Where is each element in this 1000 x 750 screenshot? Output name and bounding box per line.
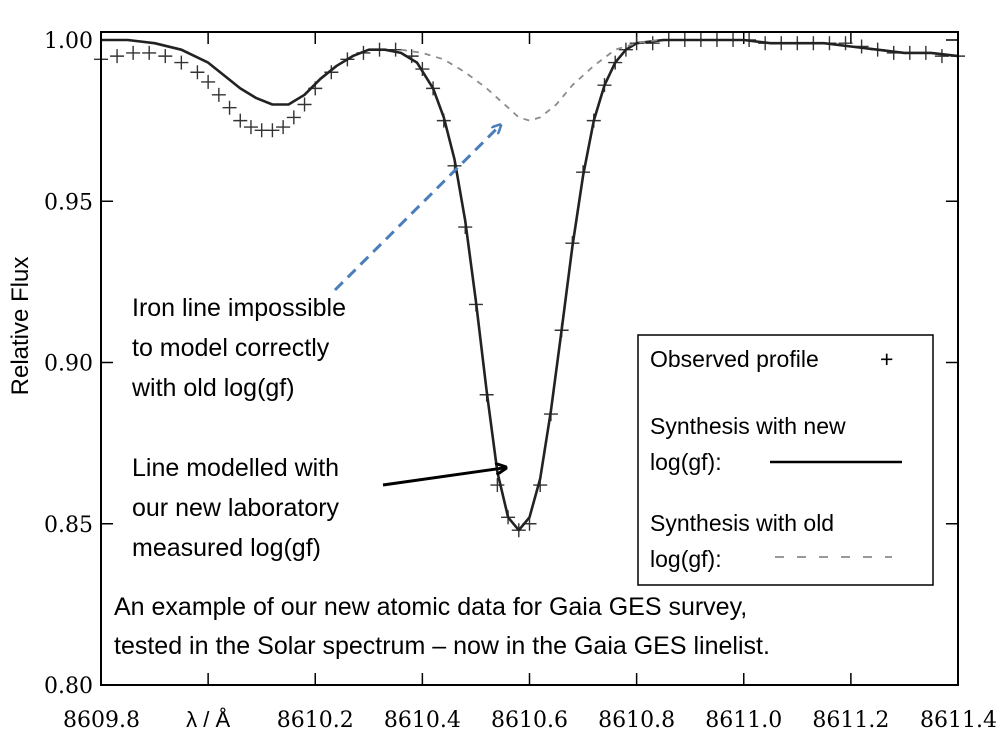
observed-point <box>297 97 312 112</box>
legend-new-label-1: Synthesis with new <box>650 413 846 439</box>
y-axis-label: Relative Flux <box>7 257 34 396</box>
observed-point <box>174 55 189 70</box>
annotation-old-line-2: to model correctly <box>132 334 330 362</box>
x-tick-label: 8610.8 <box>598 708 675 733</box>
observed-point <box>201 74 216 89</box>
y-tick-label: 1.00 <box>44 29 93 54</box>
caption-line-1: An example of our new atomic data for Ga… <box>114 593 747 621</box>
x-tick-label: 8610.2 <box>277 708 354 733</box>
observed-point <box>233 113 248 128</box>
annotation-new-line-3: measured log(gf) <box>132 534 321 562</box>
new-synthesis-line <box>101 38 959 532</box>
observed-point <box>110 49 125 64</box>
observed-point <box>142 45 157 60</box>
old-annotation-arrow <box>333 125 500 292</box>
observed-point <box>211 87 226 102</box>
annotation-old-line-1: Iron line impossible <box>132 294 346 322</box>
observed-point <box>158 49 173 64</box>
observed-point <box>286 110 301 125</box>
y-tick-label: 0.95 <box>44 190 93 215</box>
y-tick-label: 0.80 <box>44 674 93 699</box>
y-tick-label: 0.85 <box>44 513 93 538</box>
legend-old-label-2: log(gf): <box>650 546 722 572</box>
legend-box <box>637 334 934 586</box>
observed-point <box>276 120 291 135</box>
observed-point <box>838 36 853 51</box>
annotation-new-line-2: our new laboratory <box>132 494 340 522</box>
x-tick-label: 8610.4 <box>384 708 461 733</box>
x-tick-label: 8609.8 <box>63 708 140 733</box>
observed-point <box>934 49 949 64</box>
caption-line-2: tested in the Solar spectrum – now in th… <box>114 632 770 660</box>
annotation-arrows <box>333 125 505 487</box>
observed-point <box>490 478 505 493</box>
legend-new-label-2: log(gf): <box>650 449 722 475</box>
observed-point <box>265 123 280 138</box>
legend-old-label-1: Synthesis with old <box>650 510 834 536</box>
observed-point <box>243 120 258 135</box>
ticks-layer: 0.80 0.85 0.90 0.95 1.00 8609.8 λ / Å 8610.2 861… <box>44 29 997 733</box>
old-synthesis-line <box>400 39 659 122</box>
x-tick-label: 8611.0 <box>705 708 782 733</box>
observed-point <box>126 45 141 60</box>
x-tick-label: 8610.6 <box>491 708 568 733</box>
x-tick-label: 8611.4 <box>920 708 997 733</box>
legend: Observed profile + Synthesis with new lo… <box>637 334 934 586</box>
plot-frame <box>100 31 959 686</box>
legend-observed-symbol: + <box>880 346 893 372</box>
annotation-old-line-3: with old log(gf) <box>131 374 295 402</box>
annotation-new-line-1: Line modelled with <box>132 454 339 482</box>
observed-point <box>190 65 205 80</box>
observed-point <box>645 36 660 51</box>
legend-observed-label: Observed profile <box>650 346 819 372</box>
observed-point <box>222 100 237 115</box>
y-tick-label: 0.90 <box>44 352 93 377</box>
x-axis-label: λ / Å <box>186 707 230 732</box>
x-tick-label: 8611.2 <box>812 708 889 733</box>
new-annotation-arrow <box>382 468 505 487</box>
series-layer <box>94 33 965 538</box>
